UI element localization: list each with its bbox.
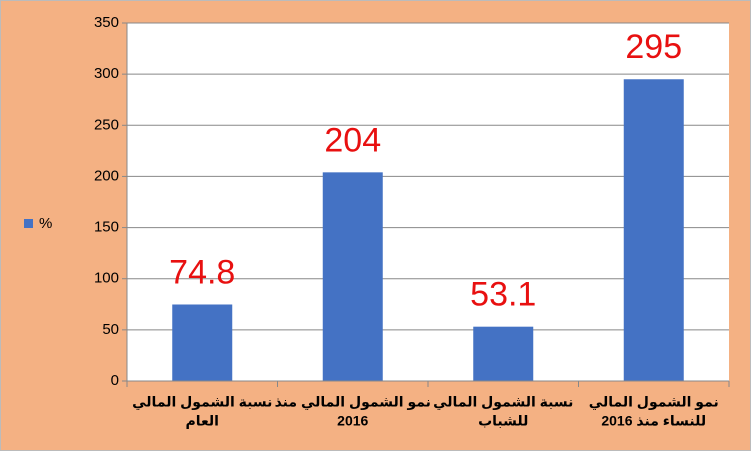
x-tick-label: نمو الشمول المالي منذ: [275, 394, 431, 411]
x-tick-label: للنساء منذ 2016: [601, 413, 706, 429]
y-tick-label: 300: [94, 65, 119, 82]
x-tick-label: نسبة الشمول المالي: [433, 394, 573, 411]
value-label: 295: [625, 28, 682, 66]
value-label: 74.8: [169, 253, 235, 291]
y-tick-label: 0: [111, 372, 119, 389]
y-tick-label: 150: [94, 219, 119, 236]
bar: [172, 304, 233, 381]
bar: [623, 79, 684, 381]
x-tick-label: 2016: [337, 413, 368, 429]
legend-label: %: [39, 215, 52, 232]
y-tick-label: 350: [94, 14, 119, 31]
y-tick-label: 250: [94, 116, 119, 133]
x-tick-label: للشباب: [478, 413, 528, 429]
x-tick-label: العام: [186, 413, 219, 429]
x-tick-label: نمو الشمول المالي: [589, 394, 719, 411]
bar: [322, 172, 383, 381]
y-tick-label: 200: [94, 167, 119, 184]
value-label: 204: [324, 121, 381, 159]
bar: [473, 326, 534, 381]
value-label: 53.1: [470, 276, 536, 314]
x-tick-label: نسبة الشمول المالي: [132, 394, 272, 411]
y-tick-label: 50: [102, 321, 119, 338]
legend-swatch: [24, 219, 33, 228]
y-tick-label: 100: [94, 270, 119, 287]
